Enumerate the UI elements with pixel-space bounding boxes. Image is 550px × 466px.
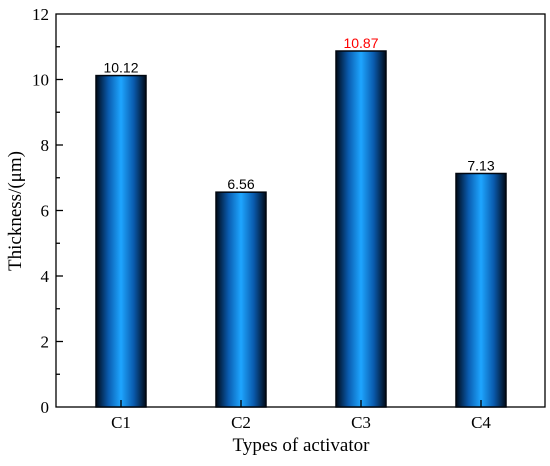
y-tick-label: 2 <box>41 333 50 352</box>
x-tick-label: C4 <box>471 413 491 432</box>
data-label: 6.56 <box>227 176 254 192</box>
data-label: 10.12 <box>103 60 138 76</box>
bar-c4 <box>455 172 507 408</box>
bar-c3 <box>335 50 387 408</box>
y-tick-label: 6 <box>41 202 50 221</box>
y-tick-label: 0 <box>41 398 50 417</box>
data-label: 10.87 <box>343 35 378 51</box>
y-tick-label: 4 <box>41 267 50 286</box>
y-tick-label: 10 <box>32 71 49 90</box>
bar-c2 <box>215 191 267 408</box>
x-axis-title: Types of activator <box>233 435 371 456</box>
y-tick-label: 8 <box>41 136 50 155</box>
y-tick-label: 12 <box>32 5 49 24</box>
x-tick-label: C2 <box>231 413 251 432</box>
x-tick-label: C1 <box>111 413 131 432</box>
data-label: 7.13 <box>467 157 494 173</box>
x-tick-label: C3 <box>351 413 371 432</box>
bar-c1 <box>95 74 147 408</box>
y-axis-title: Thickness/(μm) <box>5 151 26 271</box>
